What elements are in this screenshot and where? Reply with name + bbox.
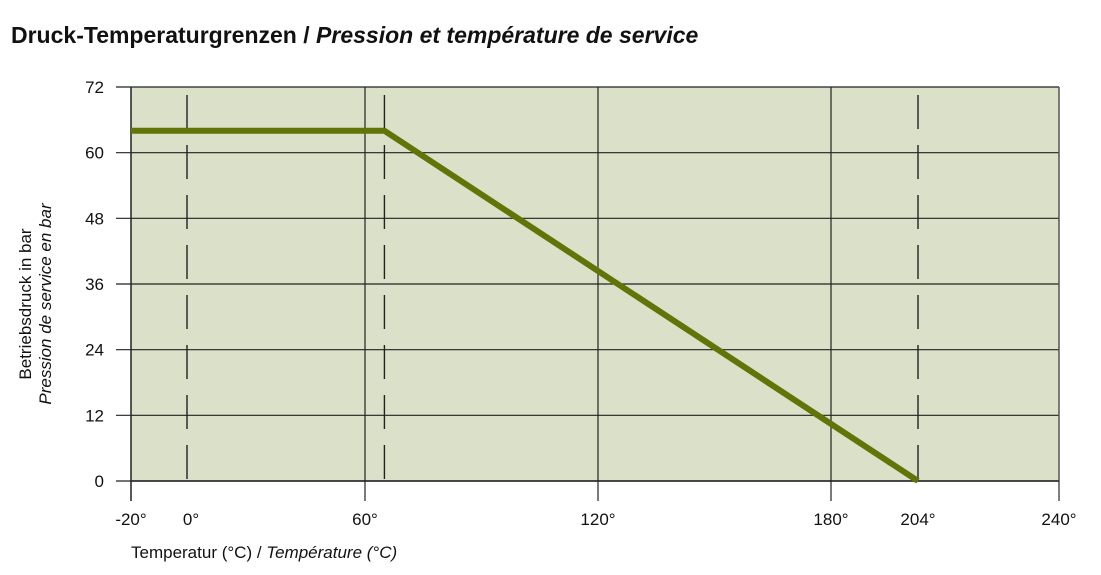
chart-title: Druck-Temperaturgrenzen / Pression et te…: [11, 22, 698, 49]
y-axis-label-de: Betriebsdruck in bar: [16, 228, 35, 380]
y-tick-label: 36: [85, 275, 104, 294]
x-tick-label: 180°: [813, 510, 848, 529]
y-tick-label: 72: [85, 78, 104, 97]
y-tick-label: 12: [85, 406, 104, 425]
x-axis-label-fr: Température (°C): [266, 543, 398, 562]
x-tick-label: 0°: [183, 510, 199, 529]
title-separator: /: [296, 22, 317, 48]
y-axis-label-fr: Pression de service en bar: [36, 203, 55, 405]
x-tick-label: 120°: [580, 510, 615, 529]
x-tick-label: -20°: [115, 510, 146, 529]
y-tick-label: 60: [85, 144, 104, 163]
title-de: Druck-Temperaturgrenzen: [11, 22, 297, 48]
x-tick-label: 204°: [900, 510, 935, 529]
y-axis-label: Betriebsdruck in bar Pression de service…: [16, 74, 56, 534]
title-fr: Pression et température de service: [316, 22, 699, 48]
y-tick-label: 24: [85, 341, 104, 360]
y-tick-label: 48: [85, 209, 104, 228]
x-axis-label-de: Temperatur (°C): [131, 543, 253, 562]
x-tick-label: 60°: [352, 510, 378, 529]
pressure-temperature-line: [131, 127, 920, 484]
x-axis-label: Temperatur (°C) / Température (°C): [131, 543, 398, 562]
x-tick-label: 240°: [1041, 510, 1076, 529]
y-tick-label: 0: [95, 472, 104, 491]
